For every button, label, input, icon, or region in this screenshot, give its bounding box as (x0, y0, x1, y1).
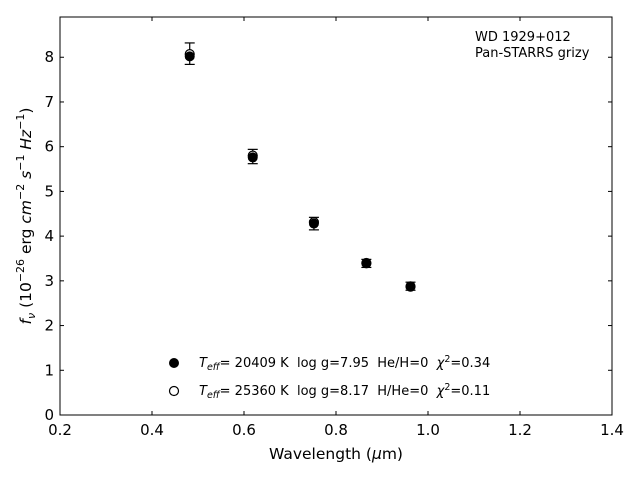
point-filled-model (308, 218, 319, 229)
annotation-line-2: Pan-STARRS grizy (475, 46, 590, 61)
x-tick-label: 0.6 (232, 421, 256, 439)
point-filled-model (247, 152, 258, 163)
x-tick-label: 1.2 (508, 421, 532, 439)
y-tick-label: 1 (44, 361, 54, 379)
y-tick-label: 3 (44, 272, 54, 290)
x-tick-label: 0.4 (140, 421, 164, 439)
y-tick-label: 8 (44, 48, 54, 66)
y-tick-label: 5 (44, 182, 54, 200)
legend-marker-filled (169, 358, 179, 368)
y-axis-label: fν (10−26 erg cm−2 s−1 Hz−1) (14, 108, 38, 325)
y-tick-label: 0 (44, 406, 54, 424)
point-filled-model (184, 51, 195, 62)
tick-labels: 0.2 0.4 0.6 0.8 1.0 1.2 1.4 0 1 2 3 4 5 6 7 8 (44, 48, 623, 439)
plot-frame (59, 16, 613, 416)
point-filled-model (405, 281, 416, 292)
y-tick-label: 4 (44, 227, 54, 245)
x-axis-label: Wavelength (μm) (269, 445, 403, 463)
legend-entry-1: Teff= 20409 K log g=7.95 He/H=0 χ2=0.34 (199, 354, 490, 373)
x-tick-label: 0.2 (48, 421, 72, 439)
x-tick-label: 0.8 (324, 421, 348, 439)
y-tick-label: 6 (44, 138, 54, 156)
y-tick-label: 7 (44, 93, 54, 111)
legend-entry-2: Teff= 25360 K log g=8.17 H/He=0 χ2=0.11 (199, 382, 490, 401)
data-points (184, 49, 416, 292)
legend-marker-open (168, 385, 180, 397)
y-tick-label: 2 (44, 317, 54, 335)
annotation-line-1: WD 1929+012 (475, 30, 571, 45)
legend: Teff= 20409 K log g=7.95 He/H=0 χ2=0.34 … (168, 354, 490, 401)
x-tick-label: 1.4 (600, 421, 624, 439)
x-tick-label: 1.0 (416, 421, 440, 439)
point-filled-model (361, 258, 372, 269)
